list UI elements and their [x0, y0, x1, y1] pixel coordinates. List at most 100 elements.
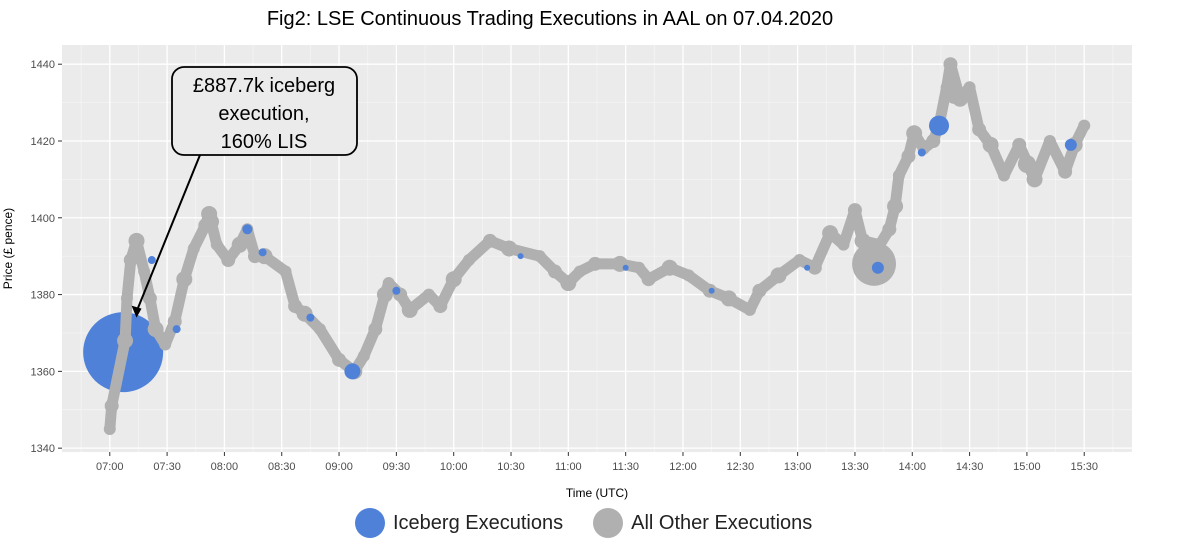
other-execution-point — [368, 322, 383, 337]
other-execution-point — [854, 232, 871, 249]
other-execution-point — [882, 222, 897, 237]
other-execution-point — [231, 236, 248, 253]
iceberg-execution-point — [392, 286, 401, 295]
x-tick-label: 08:30 — [268, 461, 296, 473]
legend-swatch-other — [593, 508, 624, 538]
other-execution-point — [279, 265, 292, 278]
other-execution-point — [142, 291, 157, 306]
other-execution-point — [138, 265, 151, 278]
iceberg-execution-point — [344, 363, 361, 380]
iceberg-execution-point — [147, 256, 156, 265]
other-execution-point — [547, 264, 562, 279]
other-execution-point — [533, 250, 546, 263]
other-execution-point — [221, 253, 236, 268]
other-execution-point — [483, 233, 497, 248]
other-execution-point — [357, 350, 370, 363]
iceberg-execution-point — [1064, 138, 1077, 151]
x-tick-label: 13:00 — [784, 461, 812, 473]
legend-label-other: All Other Executions — [631, 511, 813, 534]
other-execution-point — [892, 169, 905, 182]
other-execution-point — [943, 57, 958, 72]
other-execution-point — [807, 260, 822, 275]
other-execution-point — [963, 81, 976, 94]
other-execution-point — [822, 225, 839, 242]
y-tick-label: 1400 — [31, 213, 55, 225]
other-execution-point — [641, 272, 656, 287]
other-execution-point — [176, 271, 193, 288]
other-execution-point — [926, 133, 941, 148]
iceberg-execution-point — [172, 325, 181, 334]
other-execution-point — [401, 301, 418, 318]
other-execution-point — [1078, 119, 1091, 132]
other-execution-point — [201, 205, 218, 222]
legend-label-iceberg: Iceberg Executions — [393, 511, 564, 534]
other-execution-point — [501, 240, 518, 257]
legend-item-iceberg: Iceberg Executions — [355, 508, 563, 538]
other-execution-point — [720, 290, 737, 307]
x-tick-label: 11:30 — [612, 461, 639, 473]
iceberg-execution-point — [258, 248, 267, 257]
other-execution-point — [837, 238, 850, 251]
x-tick-label: 10:00 — [440, 461, 468, 473]
other-execution-point — [661, 259, 678, 276]
other-execution-point — [588, 256, 603, 271]
iceberg-execution-point — [306, 313, 315, 322]
other-execution-point — [1043, 134, 1056, 147]
other-execution-point — [682, 269, 695, 282]
other-execution-point — [573, 265, 586, 278]
annotation-arrow-line — [135, 154, 201, 312]
x-tick-label: 12:30 — [727, 461, 755, 473]
other-execution-point — [123, 253, 138, 268]
x-tick-label: 08:00 — [211, 461, 239, 473]
x-tick-label: 12:00 — [669, 461, 697, 473]
y-tick-label: 1360 — [31, 366, 55, 378]
y-tick-label: 1380 — [31, 290, 55, 302]
legend-item-other: All Other Executions — [593, 508, 812, 538]
iceberg-execution-point — [929, 115, 950, 136]
other-execution-point — [633, 261, 646, 274]
other-execution-point — [972, 122, 987, 137]
iceberg-execution-point — [804, 264, 811, 271]
other-execution-point — [997, 169, 1010, 182]
x-tick-label: 11:00 — [555, 461, 582, 473]
other-execution-point — [1058, 164, 1073, 179]
x-tick-label: 07:30 — [153, 461, 181, 473]
x-tick-label: 14:00 — [899, 461, 927, 473]
other-execution-point — [167, 314, 182, 329]
iceberg-execution-point — [708, 287, 715, 294]
annotation-arrow-head — [131, 305, 142, 318]
annotation-text-line: £887.7k iceberg — [193, 75, 335, 97]
other-execution-point — [187, 242, 200, 255]
other-execution-point — [103, 422, 116, 435]
other-execution-point — [159, 338, 172, 351]
y-tick-label: 1340 — [31, 443, 55, 455]
other-execution-point — [560, 275, 577, 292]
x-tick-label: 14:30 — [956, 461, 984, 473]
iceberg-execution-point — [871, 261, 884, 274]
other-execution-point — [332, 352, 347, 367]
x-tick-label: 15:30 — [1070, 461, 1098, 473]
other-execution-point — [120, 292, 133, 305]
x-tick-label: 07:00 — [96, 461, 124, 473]
iceberg-execution-point — [917, 148, 926, 157]
other-execution-point — [873, 238, 886, 251]
other-execution-point — [376, 286, 393, 303]
legend: Iceberg Executions All Other Executions — [355, 508, 842, 538]
other-execution-point — [752, 283, 767, 298]
other-execution-point — [770, 267, 787, 284]
x-tick-label: 13:30 — [841, 461, 869, 473]
other-execution-point — [887, 198, 904, 215]
other-execution-point — [433, 299, 448, 314]
other-execution-point — [128, 232, 145, 249]
other-execution-point — [906, 125, 923, 142]
x-tick-label: 15:00 — [1013, 461, 1041, 473]
annotation-text-line: 160% LIS — [221, 131, 308, 153]
legend-swatch-iceberg — [355, 508, 385, 538]
other-execution-point — [462, 254, 475, 267]
other-execution-point — [210, 238, 223, 251]
other-execution-point — [422, 288, 435, 301]
iceberg-execution-point — [517, 253, 524, 260]
other-execution-point — [952, 90, 969, 107]
other-execution-point — [1026, 171, 1043, 188]
